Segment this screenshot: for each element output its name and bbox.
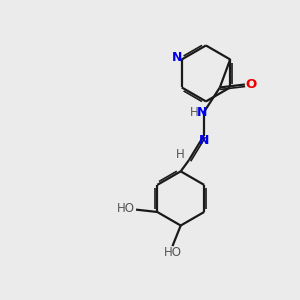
Text: N: N [199,134,209,147]
Text: N: N [172,51,182,64]
Text: HO: HO [117,202,135,215]
Text: O: O [246,78,257,91]
Text: HO: HO [164,246,182,260]
Text: H: H [190,106,199,119]
Text: N: N [196,106,207,119]
Text: H: H [176,148,184,161]
